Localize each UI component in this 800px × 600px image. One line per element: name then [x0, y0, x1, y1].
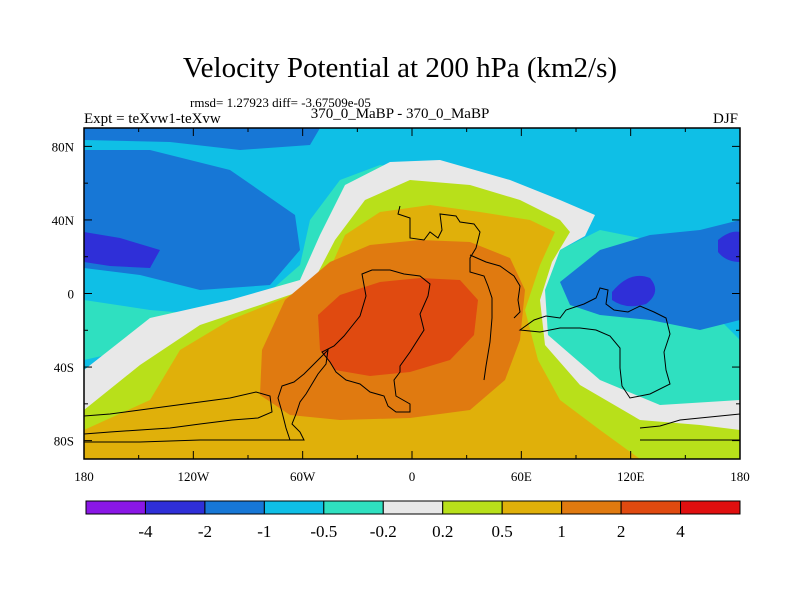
contour-band--2	[84, 232, 160, 268]
x-tick-label: 120E	[617, 469, 645, 484]
x-tick-label: 180	[74, 469, 94, 484]
colorbar-label: -0.5	[310, 522, 337, 541]
colorbar-swatch	[204, 500, 265, 515]
colorbar-swatch	[501, 500, 563, 515]
coastline-australia	[518, 287, 671, 399]
colorbar-label: -4	[138, 522, 153, 541]
contour-band-4	[318, 278, 478, 376]
contour-band--1	[84, 128, 320, 150]
x-tick-label: 0	[409, 469, 416, 484]
x-tick-label: 60W	[290, 469, 316, 484]
colorbar-label: 1	[557, 522, 566, 541]
y-tick-label: 80N	[52, 139, 75, 154]
colorbar-label: -2	[198, 522, 212, 541]
coastline-africa-north	[397, 205, 493, 381]
axes: 180 120W 60W 0 60E 120E 180 80N 40N 0 40S 80S	[52, 128, 750, 484]
experiment-name: 370_0_MaBP - 370_0_MaBP	[310, 106, 490, 122]
coastline-south-america	[277, 348, 329, 441]
colorbar-swatch	[442, 500, 503, 515]
contour-band--0.5	[84, 128, 740, 340]
experiment-label: Expt = teXvw1-teXvw	[84, 111, 221, 127]
colorbar-label: 0.2	[432, 522, 453, 541]
x-tick-label: 180	[730, 469, 750, 484]
y-tick-label: 40N	[52, 213, 75, 228]
chart-title: Velocity Potential at 200 hPa (km2/s)	[182, 52, 618, 84]
coastlines	[84, 205, 740, 443]
contour-band--2	[718, 231, 740, 262]
colorbar-swatch	[144, 500, 206, 515]
colorbar-label: 2	[617, 522, 626, 541]
colorbar-label: 4	[676, 522, 685, 541]
contour-band--1	[560, 220, 740, 330]
y-tick-label: 80S	[54, 434, 74, 449]
colorbar-swatch	[561, 500, 622, 515]
y-tick-label: 40S	[54, 360, 74, 375]
coastline-antarctica	[84, 391, 273, 435]
contour-field	[84, 128, 740, 459]
colorbar-swatch	[323, 500, 384, 515]
colorbar-swatch	[680, 500, 741, 515]
colorbar-swatch	[620, 500, 682, 515]
colorbar-label: 0.5	[492, 522, 513, 541]
x-tick-label: 60E	[511, 469, 532, 484]
coastline-arabia	[469, 254, 521, 319]
season-label: DJF	[712, 111, 738, 127]
coastline-africa	[321, 269, 431, 413]
y-tick-label: 0	[68, 287, 75, 302]
coastline-southern-edge	[84, 439, 740, 443]
colorbar-label: -0.2	[370, 522, 397, 541]
contour-band--2	[612, 275, 656, 307]
colorbar-label: -1	[257, 522, 271, 541]
colorbar-swatch	[263, 500, 325, 515]
colorbar: -4 -2 -1 -0.5 -0.2 0.2 0.5 1 2 4	[85, 500, 741, 541]
x-tick-label: 120W	[177, 469, 210, 484]
coastline-antarctica-east	[639, 413, 740, 429]
colorbar-swatch	[382, 500, 444, 515]
colorbar-swatch	[85, 500, 146, 515]
stats-label: rmsd= 1.27923 diff= -3.67509e-05	[190, 95, 371, 110]
